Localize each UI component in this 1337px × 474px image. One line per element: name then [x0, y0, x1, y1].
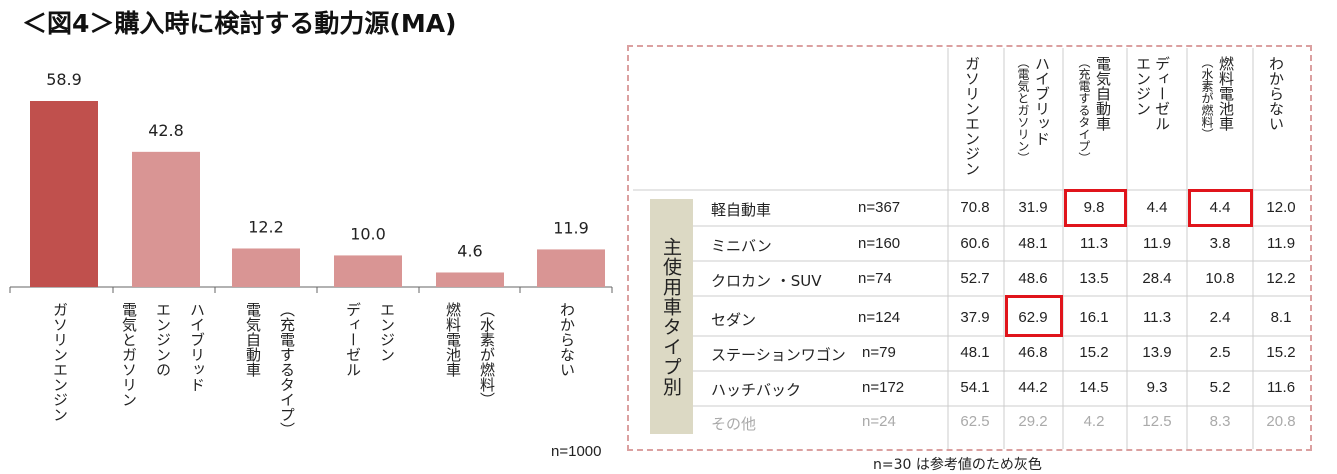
- bar-value-label: 42.8: [148, 121, 184, 140]
- bar-chart: 58.9 42.8 12.2 10.0 4.6 11.9: [9, 70, 613, 293]
- table-cell: 62.5: [960, 413, 990, 430]
- col-head-unknown: わからない: [1267, 56, 1285, 131]
- col-head-fcv: 燃料電池車 （水素が燃料）: [1200, 56, 1235, 140]
- bar-value-label: 12.2: [248, 217, 284, 236]
- breakdown-table-frame: [627, 45, 1312, 451]
- table-cell: 15.2: [1079, 344, 1109, 361]
- col-head-ev: 電気自動車 （充電するタイプ）: [1077, 56, 1112, 164]
- highlight-box: [1005, 295, 1063, 337]
- highlight-box: [1064, 189, 1127, 227]
- row-sample-size: n=160: [858, 235, 901, 252]
- table-cell: 4.2: [1083, 413, 1105, 430]
- bar: [132, 151, 200, 287]
- x-label-ev: （充電するタイプ） 電気自動車: [244, 302, 296, 437]
- row-label: その他: [711, 415, 757, 433]
- table-cell: 15.2: [1266, 344, 1296, 361]
- x-label-fcv: （水素が燃料） 燃料電池車: [444, 302, 496, 407]
- row-group-label: 主使用車タイプ別: [650, 199, 693, 434]
- x-label-gasoline: ガソリンエンジン: [51, 302, 69, 422]
- bar-value-label: 58.9: [46, 70, 82, 89]
- table-cell: 48.1: [960, 344, 990, 361]
- table-cell: 48.1: [1018, 235, 1048, 252]
- table-cell: 11.6: [1266, 379, 1296, 396]
- table-cell: 9.8: [1083, 199, 1105, 216]
- row-label: セダン: [711, 311, 757, 329]
- table-cell: 12.0: [1266, 199, 1296, 216]
- table-cell: 48.6: [1018, 270, 1048, 287]
- x-label-diesel: エンジン ディーゼル: [344, 302, 396, 377]
- table-cell: 28.4: [1142, 270, 1172, 287]
- col-head-hybrid: ハイブリッド （電気とガソリン）: [1016, 56, 1051, 164]
- bar: [537, 249, 605, 287]
- x-label-hybrid: ハイブリッド エンジンの 電気とガソリン: [120, 302, 206, 407]
- table-cell: 5.2: [1209, 379, 1231, 396]
- table-cell: 12.5: [1142, 413, 1172, 430]
- table-cell: 31.9: [1018, 199, 1048, 216]
- row-label: クロカン ・SUV: [711, 272, 822, 290]
- table-cell: 3.8: [1209, 235, 1231, 252]
- bar: [30, 101, 98, 287]
- table-cell: 37.9: [960, 309, 990, 326]
- table-cell: 11.9: [1142, 235, 1172, 252]
- table-cell: 9.3: [1146, 379, 1168, 396]
- row-sample-size: n=367: [858, 199, 901, 216]
- table-cell: 8.3: [1209, 413, 1231, 430]
- sample-size: n=1000: [551, 443, 602, 460]
- table-cell: 10.8: [1205, 270, 1235, 287]
- bar: [436, 272, 504, 287]
- table-cell: 70.8: [960, 199, 990, 216]
- row-sample-size: n=124: [858, 309, 901, 326]
- table-cell: 54.1: [960, 379, 990, 396]
- col-head-diesel: ディーゼル エンジン: [1134, 56, 1171, 131]
- row-sample-size: n=172: [862, 379, 905, 396]
- row-label: 軽自動車: [711, 201, 772, 219]
- table-note: n=30 は参考値のため灰色: [873, 457, 1042, 473]
- table-cell: 2.4: [1209, 309, 1231, 326]
- bar-value-label: 4.6: [457, 241, 482, 260]
- row-label: ミニバン: [711, 237, 772, 255]
- table-cell: 62.9: [1018, 309, 1048, 326]
- table-cell: 29.2: [1018, 413, 1048, 430]
- table-cell: 13.9: [1142, 344, 1172, 361]
- row-sample-size: n=79: [862, 344, 896, 361]
- row-label: ステーションワゴン: [711, 346, 846, 364]
- table-cell: 14.5: [1079, 379, 1109, 396]
- table-cell: 20.8: [1266, 413, 1296, 430]
- row-label: ハッチバック: [711, 381, 802, 399]
- table-cell: 16.1: [1079, 309, 1109, 326]
- chart-title: ＜図4＞購入時に検討する動力源(MA): [22, 9, 457, 38]
- x-label-unknown: わからない: [558, 302, 576, 377]
- row-sample-size: n=24: [862, 413, 896, 430]
- bar: [334, 255, 402, 287]
- table-cell: 4.4: [1146, 199, 1168, 216]
- table-cell: 46.8: [1018, 344, 1048, 361]
- table-cell: 11.3: [1142, 309, 1172, 326]
- row-sample-size: n=74: [858, 270, 892, 287]
- bar-value-label: 10.0: [350, 224, 386, 243]
- table-cell: 11.3: [1079, 235, 1109, 252]
- highlight-box: [1188, 189, 1253, 227]
- bar-value-label: 11.9: [553, 218, 589, 237]
- bar: [232, 248, 300, 287]
- table-cell: 52.7: [960, 270, 990, 287]
- table-cell: 8.1: [1270, 309, 1292, 326]
- table-cell: 11.9: [1266, 235, 1296, 252]
- table-cell: 4.4: [1209, 199, 1231, 216]
- table-cell: 2.5: [1209, 344, 1231, 361]
- table-cell: 60.6: [960, 235, 990, 252]
- table-cell: 44.2: [1018, 379, 1048, 396]
- table-cell: 13.5: [1079, 270, 1109, 287]
- col-head-gasoline: ガソリンエンジン: [963, 56, 981, 176]
- table-cell: 12.2: [1266, 270, 1296, 287]
